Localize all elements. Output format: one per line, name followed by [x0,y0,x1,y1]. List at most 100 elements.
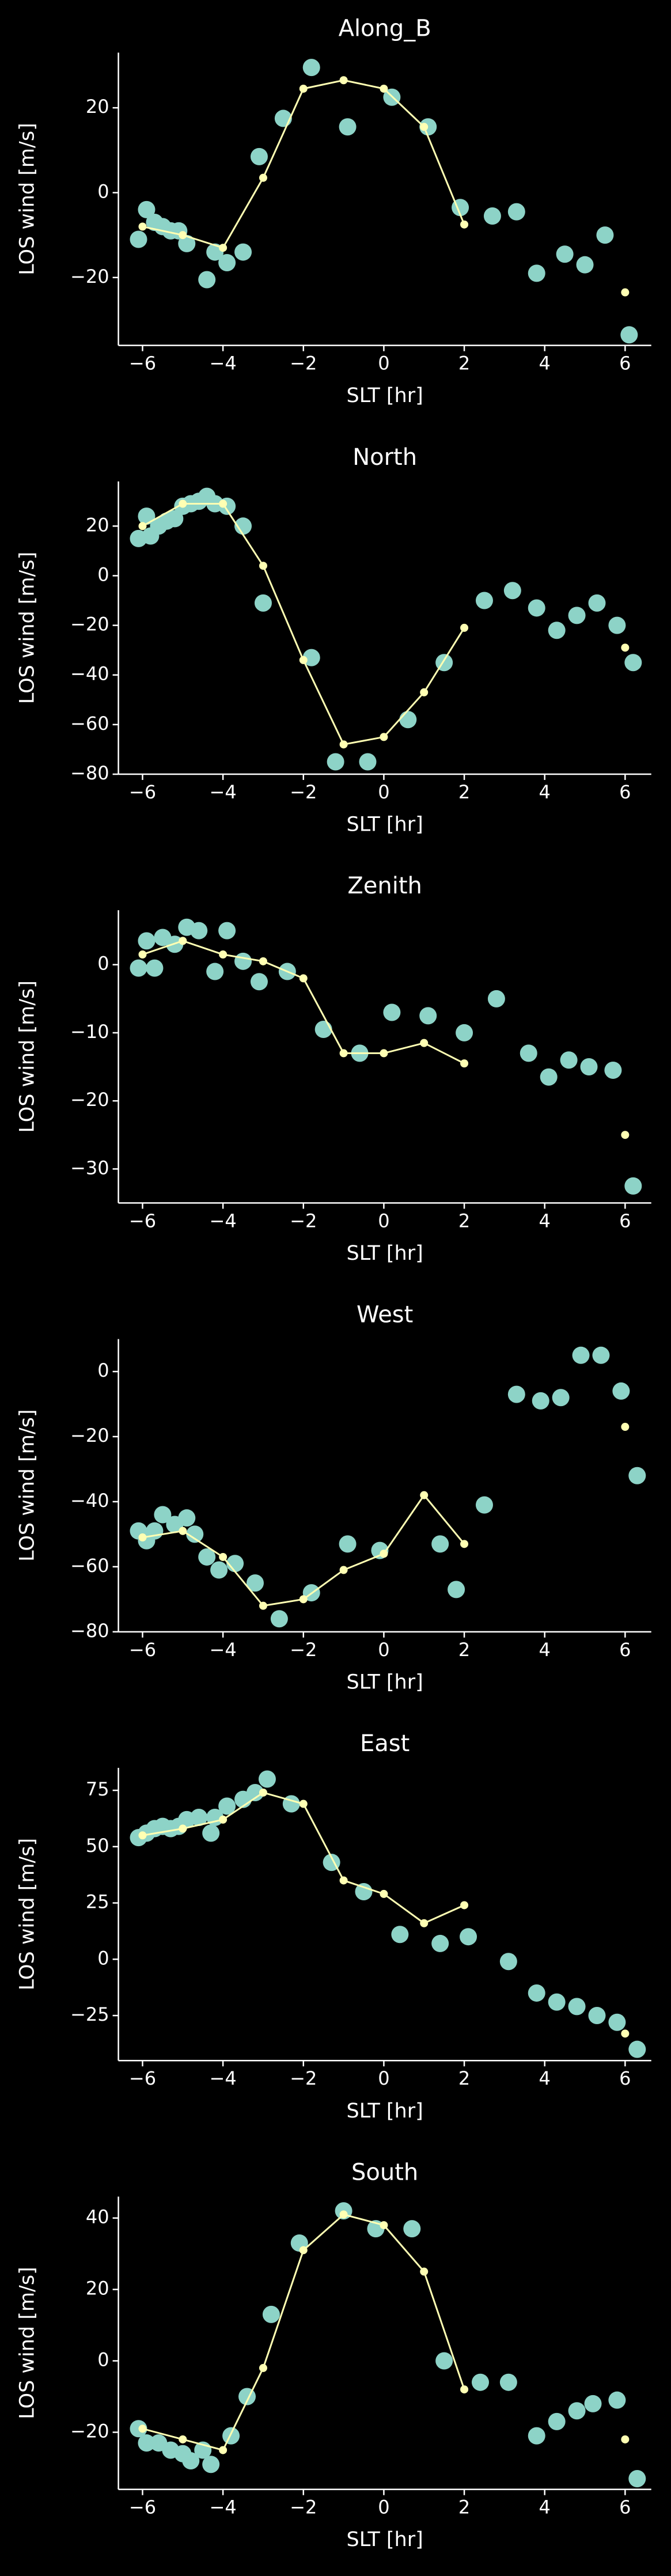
x-axis-label: SLT [hr] [347,1242,423,1265]
line-point [380,733,388,741]
scatter-point [246,1783,264,1801]
scatter-point [270,1610,288,1628]
scatter-point [628,2040,646,2058]
y-tick-label: −80 [70,1620,109,1642]
y-tick-label: 50 [86,1835,109,1857]
scatter-point [138,2434,156,2452]
x-tick-label: −6 [129,1210,156,1232]
x-tick-label: −6 [129,781,156,803]
x-tick-label: 4 [539,2497,551,2518]
scatter-point [262,2305,280,2323]
scatter-point [483,207,501,225]
line-point [339,1566,348,1574]
scatter-point [419,1007,437,1025]
scatter-point [234,517,252,535]
scatter-point [548,622,566,639]
line-point [259,1788,267,1797]
x-tick-label: −6 [129,1639,156,1661]
scatter-point [548,2412,566,2430]
y-tick-label: 0 [97,1947,109,1969]
scatter-point [327,753,344,771]
line-point [259,2363,267,2372]
line-point [420,1039,429,1047]
scatter-point [456,1024,473,1041]
x-tick-label: 0 [378,2067,389,2089]
line-point [138,2425,147,2433]
line-point [299,2246,308,2255]
x-tick-label: 6 [619,1639,631,1661]
x-tick-label: −4 [210,1210,237,1232]
chart-title: Zenith [347,873,422,899]
scatter-point [499,1953,517,1971]
scatter-point [487,990,505,1007]
scatter-point [448,1581,465,1598]
scatter-point [507,1385,525,1403]
x-tick-label: 2 [458,2067,470,2089]
scatter-point [154,1506,172,1524]
scatter-point [528,264,545,282]
line-point [460,220,469,229]
x-tick-label: 2 [458,353,470,374]
x-axis-label: SLT [hr] [347,384,423,407]
y-tick-label: −60 [70,1555,109,1577]
scatter-point [532,1392,549,1410]
scatter-point [202,2456,220,2473]
scatter-point [548,1993,566,2011]
line-point [339,740,348,749]
x-tick-label: −6 [129,2497,156,2518]
chart-title: North [352,444,417,471]
x-tick-label: 0 [378,781,389,803]
scatter-point [528,2427,545,2445]
line-point [299,84,308,93]
y-tick-label: 0 [97,563,109,585]
x-tick-label: 2 [458,781,470,803]
line-point [420,1919,429,1927]
line-point [138,522,147,531]
y-tick-label: 20 [86,514,109,536]
scatter-point [146,959,164,977]
line-point [179,499,187,508]
line-point [460,1901,469,1910]
scatter-point [568,2402,586,2420]
scatter-point [403,2220,421,2238]
scatter-point [190,922,208,940]
y-tick-label: −30 [70,1157,109,1179]
chart-title: West [357,1302,413,1328]
scatter-point [435,2352,453,2370]
scatter-point [624,654,642,672]
y-tick-label: −20 [70,1425,109,1446]
scatter-point [218,922,236,940]
scatter-point [503,582,521,600]
x-tick-label: −6 [129,2067,156,2089]
scatter-point [206,963,224,980]
line-point [299,656,308,664]
scatter-point [507,203,525,221]
line-point [299,974,308,983]
line-point [339,1049,348,1058]
x-axis-label: SLT [hr] [347,813,423,836]
scatter-point [391,1926,409,1944]
scatter-point [608,2391,626,2409]
x-tick-label: 4 [539,353,551,374]
scatter-point [302,649,320,666]
scatter-point [138,200,156,218]
x-tick-label: −4 [210,781,237,803]
line-point [259,562,267,570]
scatter-point [355,1883,373,1901]
scatter-point [608,2013,626,2031]
line-point [380,2221,388,2229]
y-tick-label: −60 [70,713,109,734]
scatter-point [560,1051,578,1069]
scatter-point [282,1795,300,1813]
line-point [339,1876,348,1885]
line-point [219,950,228,959]
y-axis-label: LOS wind [m/s] [16,2267,39,2419]
scatter-point [604,1061,622,1079]
y-tick-label: −80 [70,762,109,784]
x-tick-label: −4 [210,2497,237,2518]
scatter-point [218,253,236,271]
y-tick-label: 40 [86,2206,109,2228]
line-point [179,937,187,945]
scatter-point [552,1389,570,1407]
scatter-point [620,326,638,344]
